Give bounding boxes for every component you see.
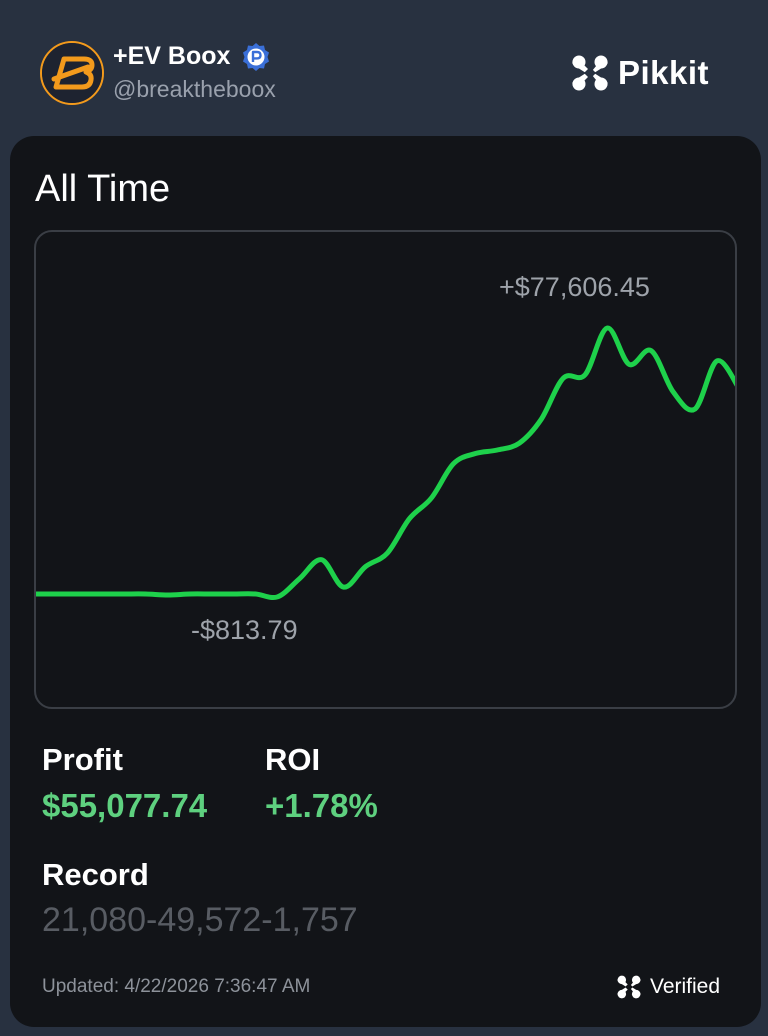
brand-name: Pikkit bbox=[618, 54, 710, 91]
verified-badge-icon bbox=[243, 43, 269, 71]
avatar[interactable] bbox=[40, 41, 104, 105]
user-name[interactable]: +EV Boox bbox=[113, 42, 231, 70]
chart-min-label: -$813.79 bbox=[191, 615, 298, 645]
profit-chart: +$77,606.45 -$813.79 bbox=[34, 230, 737, 709]
updated-timestamp: Updated: 4/22/2026 7:36:47 AM bbox=[42, 976, 311, 997]
card-title: All Time bbox=[35, 168, 171, 210]
profit-line bbox=[36, 325, 735, 601]
clover-icon bbox=[617, 975, 641, 999]
profit-chart-svg bbox=[36, 325, 735, 601]
stats-card: All Time +$77,606.45 -$813.79 Profit $55… bbox=[10, 136, 761, 1027]
profit-value: $55,077.74 bbox=[42, 787, 208, 824]
user-handle[interactable]: @breaktheboox bbox=[113, 76, 276, 102]
clover-icon bbox=[572, 55, 608, 91]
record-value: 21,080-49,572-1,757 bbox=[42, 901, 358, 939]
logo-icon bbox=[42, 43, 102, 103]
roi-label: ROI bbox=[265, 742, 321, 777]
profit-label: Profit bbox=[42, 742, 123, 777]
roi-value: +1.78% bbox=[265, 787, 378, 824]
profile-header: +EV Boox @breaktheboox Pikkit bbox=[0, 0, 768, 136]
chart-max-label: +$77,606.45 bbox=[499, 272, 650, 302]
record-label: Record bbox=[42, 857, 149, 892]
verified-label: Verified bbox=[650, 975, 721, 998]
